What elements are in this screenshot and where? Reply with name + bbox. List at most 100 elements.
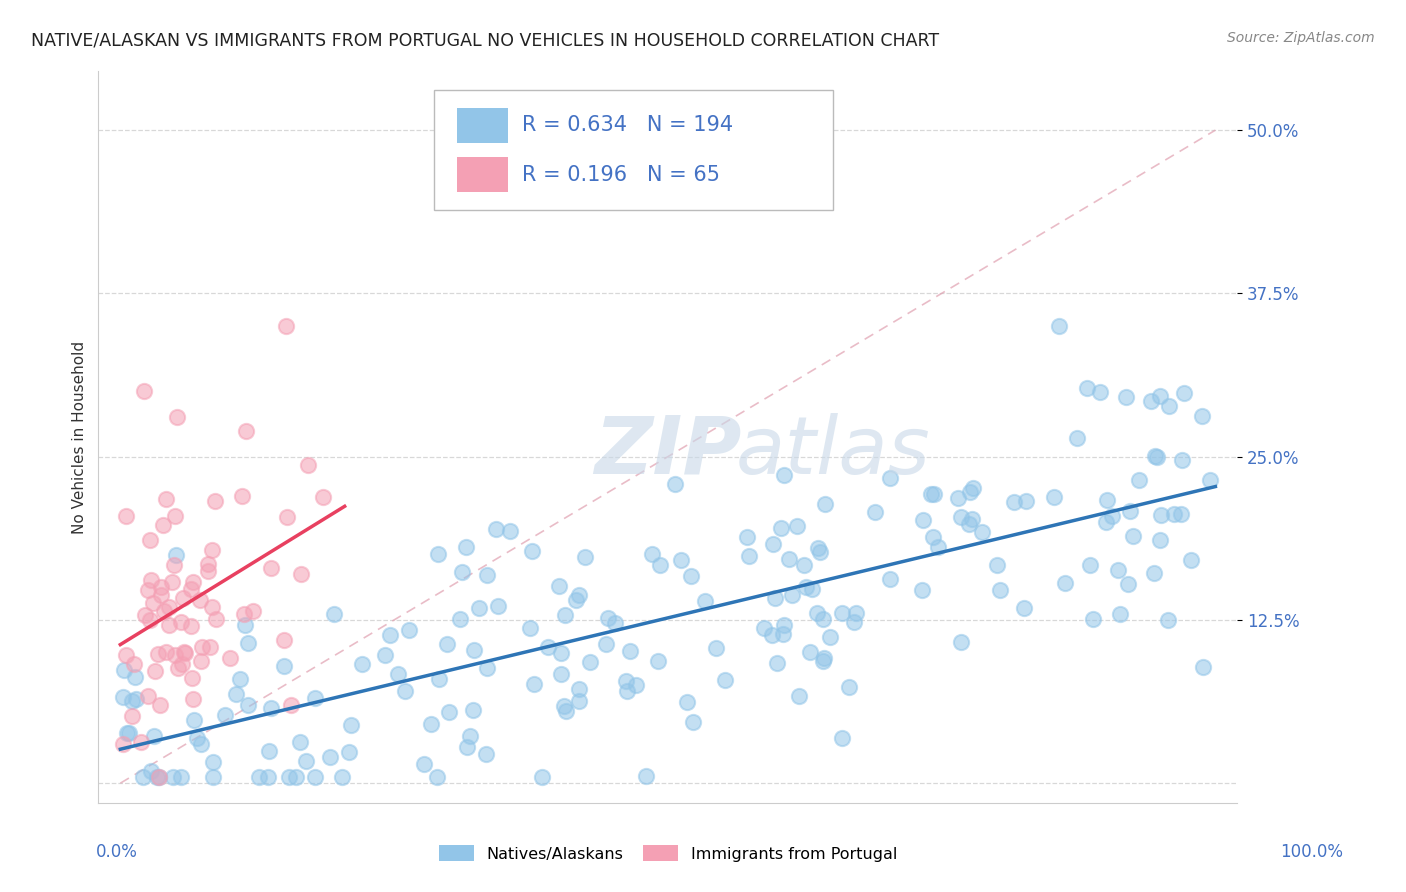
Point — [340, 717, 363, 731]
Point — [118, 725, 141, 739]
Point — [475, 661, 498, 675]
Point — [122, 657, 145, 672]
Point — [468, 601, 491, 615]
Point — [290, 735, 312, 749]
Point — [1002, 495, 1025, 509]
Point — [1191, 409, 1213, 423]
Point — [247, 770, 270, 784]
Text: atlas: atlas — [737, 413, 931, 491]
Point — [420, 717, 443, 731]
Point — [681, 569, 703, 583]
Point — [879, 572, 901, 586]
Point — [1015, 493, 1038, 508]
Point — [214, 707, 236, 722]
Point — [124, 670, 146, 684]
Point — [782, 588, 804, 602]
Point — [374, 648, 396, 662]
Point — [190, 654, 212, 668]
Point — [648, 558, 671, 573]
Point — [950, 510, 973, 524]
Point — [1192, 659, 1215, 673]
Point — [173, 645, 195, 659]
Point — [398, 624, 420, 638]
Point — [150, 580, 173, 594]
Point — [297, 458, 319, 473]
Point — [811, 654, 834, 668]
Point — [1128, 473, 1150, 487]
Point — [519, 621, 541, 635]
Point — [236, 698, 259, 713]
Point — [574, 549, 596, 564]
Point — [180, 582, 202, 596]
Point — [190, 737, 212, 751]
Point — [619, 644, 641, 658]
Point — [807, 541, 830, 556]
Point — [276, 319, 298, 334]
FancyBboxPatch shape — [457, 108, 509, 143]
Point — [394, 683, 416, 698]
Point — [152, 518, 174, 533]
Point — [129, 735, 152, 749]
Point — [641, 547, 664, 561]
Point — [1173, 386, 1195, 401]
Point — [842, 615, 865, 629]
Point — [475, 747, 498, 761]
Point — [550, 646, 572, 660]
Point — [181, 575, 204, 590]
Point — [1115, 391, 1137, 405]
Point — [1119, 504, 1142, 518]
Point — [162, 770, 184, 784]
Point — [1012, 600, 1035, 615]
Point — [111, 690, 134, 704]
Point — [523, 676, 546, 690]
Point — [486, 599, 509, 613]
Text: 0.0%: 0.0% — [96, 843, 138, 861]
Point — [922, 530, 945, 544]
Point — [233, 618, 256, 632]
Point — [814, 497, 837, 511]
Point — [166, 661, 188, 675]
Point — [143, 664, 166, 678]
Point — [181, 692, 204, 706]
Point — [1088, 385, 1111, 400]
Point — [149, 698, 172, 712]
Point — [1095, 515, 1118, 529]
Text: R = 0.634   N = 194: R = 0.634 N = 194 — [522, 115, 733, 136]
Point — [163, 648, 186, 662]
Point — [200, 542, 222, 557]
Point — [138, 582, 160, 597]
Point — [598, 610, 620, 624]
Point — [233, 607, 256, 622]
Point — [180, 671, 202, 685]
Point — [278, 770, 301, 784]
Point — [322, 607, 344, 622]
Point — [148, 770, 170, 784]
FancyBboxPatch shape — [434, 90, 832, 211]
Point — [664, 476, 686, 491]
Point — [412, 756, 434, 771]
Point — [927, 540, 949, 554]
Point — [201, 770, 224, 784]
Point — [153, 604, 176, 618]
Point — [879, 470, 901, 484]
Point — [180, 618, 202, 632]
Point — [763, 591, 786, 605]
Point — [257, 770, 280, 784]
Point — [595, 637, 617, 651]
Point — [276, 510, 298, 524]
Point — [801, 582, 824, 596]
Point — [986, 558, 1008, 573]
Point — [988, 583, 1011, 598]
Point — [796, 580, 818, 594]
Point — [769, 521, 792, 535]
Point — [1163, 507, 1185, 521]
Point — [121, 694, 143, 708]
Point — [134, 384, 156, 399]
Point — [112, 663, 135, 677]
Point — [568, 693, 591, 707]
Point — [312, 491, 335, 505]
Point — [1180, 553, 1202, 567]
Point — [188, 593, 211, 607]
Point — [1076, 381, 1098, 395]
Point — [920, 487, 942, 501]
